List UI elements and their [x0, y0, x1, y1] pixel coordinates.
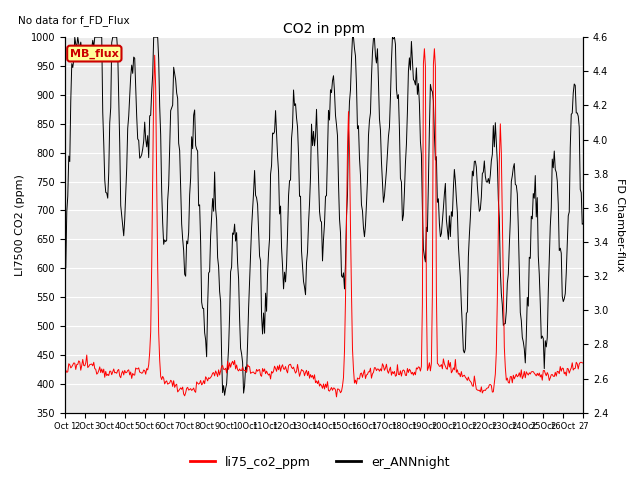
Legend: li75_co2_ppm, er_ANNnight: li75_co2_ppm, er_ANNnight [186, 451, 454, 474]
Title: CO2 in ppm: CO2 in ppm [283, 22, 365, 36]
Text: MB_flux: MB_flux [70, 48, 118, 59]
Y-axis label: LI7500 CO2 (ppm): LI7500 CO2 (ppm) [15, 174, 25, 276]
Y-axis label: FD Chamber-flux: FD Chamber-flux [615, 178, 625, 272]
Text: No data for f_FD_Flux: No data for f_FD_Flux [18, 15, 130, 25]
